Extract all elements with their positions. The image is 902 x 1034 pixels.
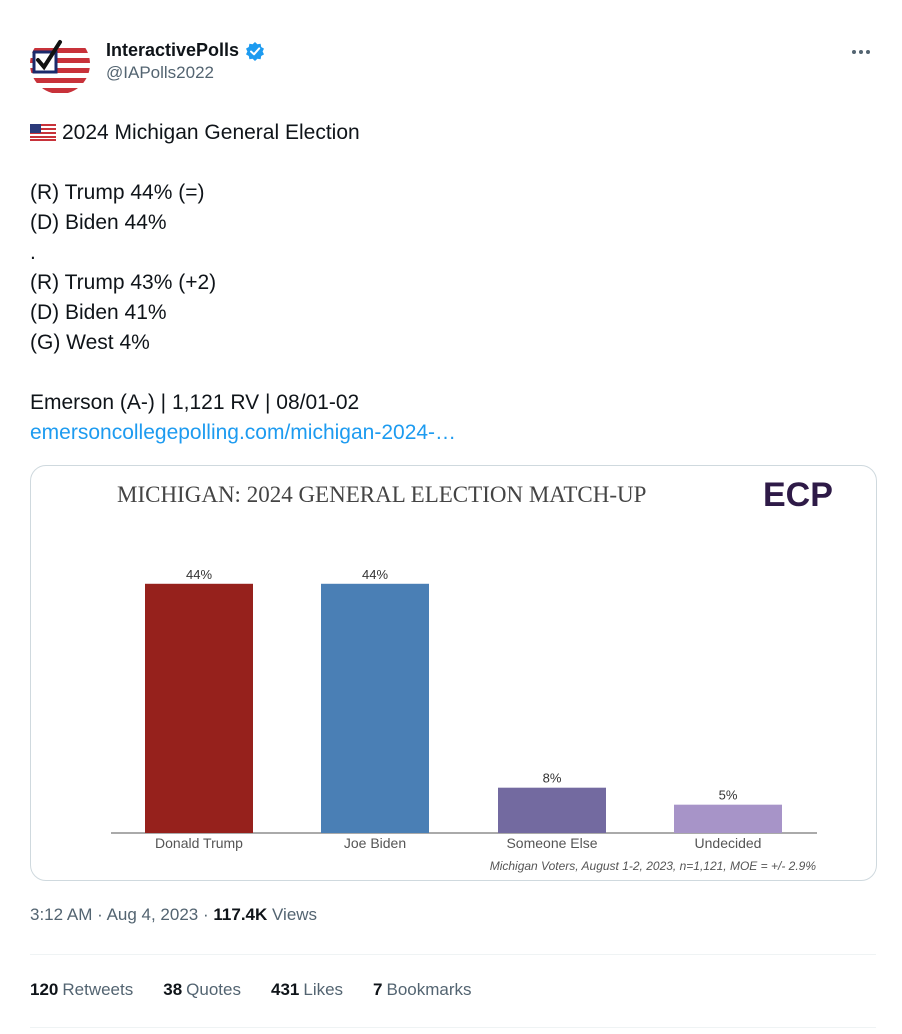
more-options-icon[interactable] bbox=[846, 40, 876, 64]
bar-chart: MICHIGAN: 2024 GENERAL ELECTION MATCH-UP… bbox=[111, 476, 833, 873]
tweet-line: (G) West 4% bbox=[30, 331, 150, 354]
tweet-line bbox=[30, 148, 870, 178]
bar-joe-biden bbox=[321, 583, 429, 833]
divider bbox=[30, 1027, 876, 1028]
author-display-name[interactable]: InteractivePolls bbox=[106, 40, 240, 60]
category-label: Donald Trump bbox=[155, 835, 243, 851]
divider bbox=[30, 954, 876, 955]
likes-label: Likes bbox=[303, 980, 344, 999]
chart-title: MICHIGAN: 2024 GENERAL ELECTION MATCH-UP bbox=[117, 482, 646, 507]
media-card[interactable]: MICHIGAN: 2024 GENERAL ELECTION MATCH-UP… bbox=[30, 465, 877, 881]
meta-separator: · bbox=[203, 905, 214, 924]
category-label: Someone Else bbox=[506, 835, 597, 851]
bar-value-label: 5% bbox=[719, 788, 738, 803]
tweet-line: . bbox=[30, 241, 36, 264]
verified-badge-icon bbox=[246, 41, 265, 61]
bookmarks-label: Bookmarks bbox=[386, 980, 472, 999]
bar-donald-trump bbox=[145, 583, 253, 833]
tweet-line: Emerson (A-) | 1,121 RV | 08/01-02 bbox=[30, 391, 360, 414]
likes-count: 431 bbox=[270, 980, 300, 999]
retweets-stat[interactable]: 120 Retweets bbox=[30, 980, 133, 1000]
tweet-line bbox=[30, 358, 870, 388]
tweet-line: (R) Trump 44% (=) bbox=[30, 181, 205, 204]
engagement-stats: 120 Retweets 38 Quotes 431 Likes 7 Bookmarks bbox=[30, 980, 472, 1000]
category-label: Joe Biden bbox=[344, 835, 406, 851]
tweet-line: (D) Biden 44% bbox=[30, 211, 167, 234]
likes-stat[interactable]: 431 Likes bbox=[271, 980, 343, 1000]
author-handle[interactable]: @IAPolls2022 bbox=[106, 63, 214, 82]
quotes-label: Quotes bbox=[186, 980, 241, 999]
tweet-time[interactable]: 3:12 AM bbox=[30, 905, 93, 924]
bookmarks-stat[interactable]: 7 Bookmarks bbox=[373, 980, 472, 1000]
retweets-label: Retweets bbox=[62, 980, 134, 999]
tweet-text: 2024 Michigan General Election (R) Trump… bbox=[30, 118, 870, 448]
views-label: Views bbox=[272, 905, 318, 924]
meta-separator: · bbox=[97, 905, 107, 924]
bar-someone-else bbox=[498, 787, 606, 833]
author-name-line[interactable]: InteractivePolls bbox=[106, 40, 265, 61]
chart-footnote: Michigan Voters, August 1-2, 2023, n=1,1… bbox=[490, 859, 817, 873]
tweet-meta: 3:12 AM · Aug 4, 2023 · 117.4K Views bbox=[30, 905, 317, 925]
bar-value-label: 44% bbox=[186, 567, 212, 582]
bookmarks-count: 7 bbox=[373, 980, 383, 999]
bar-value-label: 44% bbox=[362, 567, 388, 582]
ecp-logo: ECP bbox=[763, 476, 833, 514]
avatar-logo-icon bbox=[30, 34, 90, 94]
quotes-count: 38 bbox=[163, 980, 183, 999]
bar-undecided bbox=[674, 804, 782, 833]
category-label: Undecided bbox=[695, 835, 762, 851]
tweet-line-text: 2024 Michigan General Election bbox=[62, 121, 360, 144]
quotes-stat[interactable]: 38 Quotes bbox=[163, 980, 241, 1000]
bar-value-label: 8% bbox=[543, 771, 562, 786]
tweet-line: (R) Trump 43% (+2) bbox=[30, 271, 217, 294]
tweet-date[interactable]: Aug 4, 2023 bbox=[106, 905, 199, 924]
ecp-logo-text: ECP bbox=[763, 476, 833, 514]
tweet-line: (D) Biden 41% bbox=[30, 301, 167, 324]
avatar[interactable] bbox=[30, 34, 90, 94]
retweets-count: 120 bbox=[30, 980, 59, 999]
us-flag-icon bbox=[30, 124, 56, 141]
views-count: 117.4K bbox=[213, 905, 268, 924]
tweet-link[interactable]: emersoncollegepolling.com/michigan-2024-… bbox=[30, 421, 457, 444]
tweet-line: 2024 Michigan General Election bbox=[30, 118, 870, 148]
